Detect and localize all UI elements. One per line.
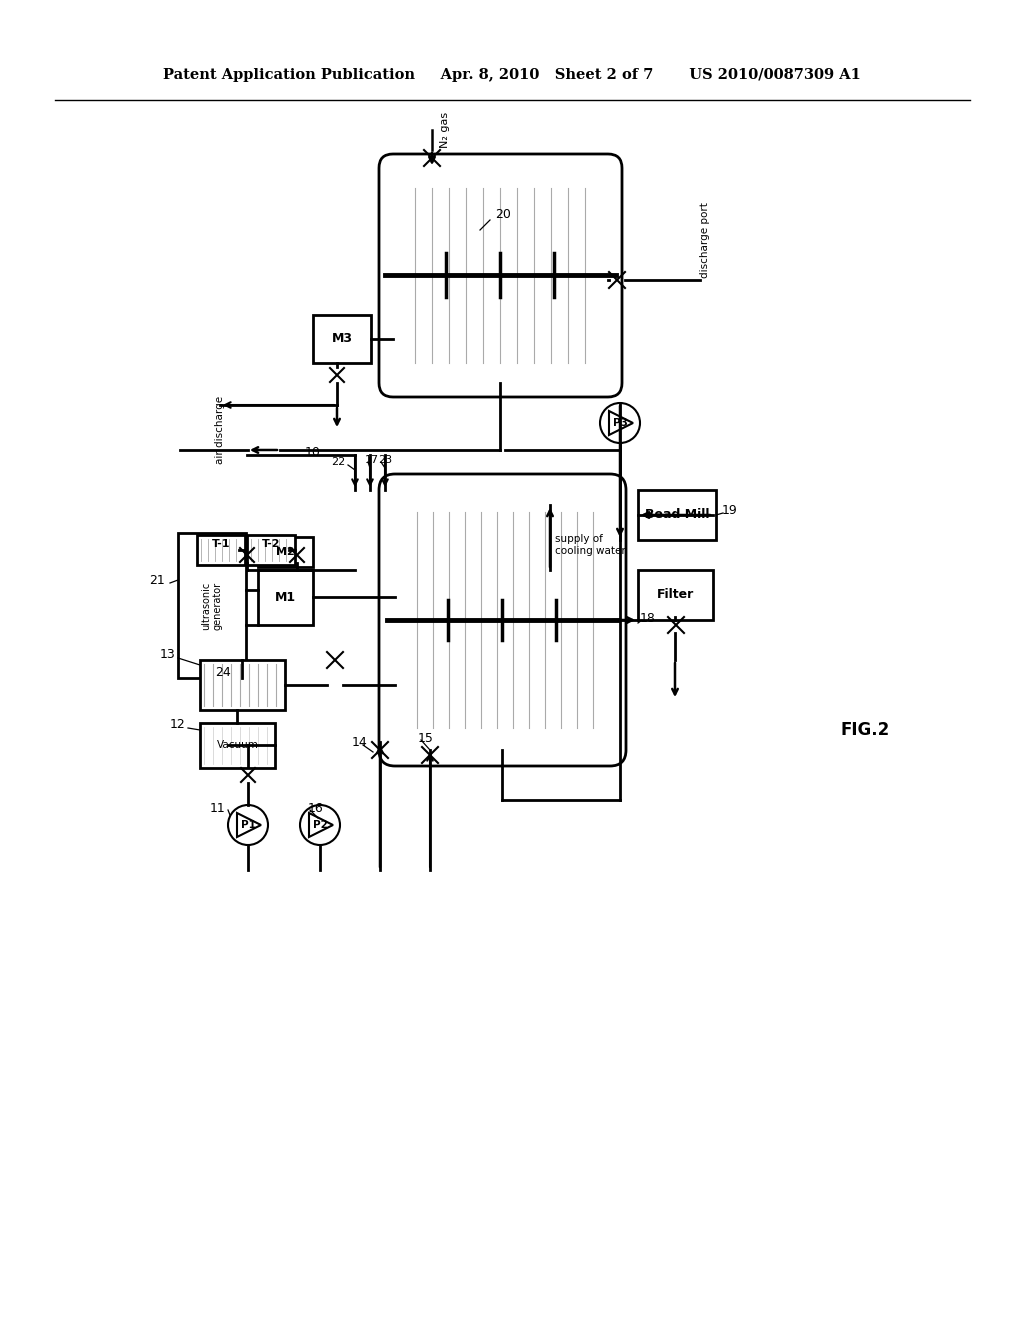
- FancyBboxPatch shape: [247, 535, 295, 565]
- Text: supply of
cooling water: supply of cooling water: [555, 535, 626, 556]
- Text: 17: 17: [365, 455, 379, 465]
- Text: 21: 21: [150, 573, 165, 586]
- Text: 10: 10: [305, 446, 321, 459]
- FancyBboxPatch shape: [258, 570, 313, 624]
- Text: discharge port: discharge port: [700, 202, 710, 279]
- Text: 12: 12: [169, 718, 185, 731]
- Text: Patent Application Publication     Apr. 8, 2010   Sheet 2 of 7       US 2010/008: Patent Application Publication Apr. 8, 2…: [163, 69, 861, 82]
- Text: FIG.2: FIG.2: [840, 721, 889, 739]
- Text: 11: 11: [209, 801, 225, 814]
- Text: M1: M1: [274, 591, 296, 605]
- Text: M2: M2: [276, 546, 295, 557]
- FancyBboxPatch shape: [200, 660, 285, 710]
- FancyBboxPatch shape: [638, 490, 716, 540]
- Text: 22: 22: [331, 457, 345, 467]
- Text: P2: P2: [312, 820, 328, 830]
- Text: 19: 19: [722, 503, 737, 516]
- Text: N₂ gas: N₂ gas: [440, 112, 450, 148]
- FancyBboxPatch shape: [200, 723, 275, 768]
- Text: 23: 23: [378, 455, 392, 465]
- Text: ultrasonic
generator: ultrasonic generator: [201, 581, 223, 630]
- FancyBboxPatch shape: [178, 533, 246, 678]
- Text: T-2: T-2: [262, 539, 281, 549]
- Text: 13: 13: [160, 648, 175, 661]
- Text: 24: 24: [215, 665, 230, 678]
- FancyBboxPatch shape: [379, 154, 622, 397]
- FancyBboxPatch shape: [379, 474, 626, 766]
- Text: 16: 16: [308, 801, 324, 814]
- Text: P1: P1: [241, 820, 255, 830]
- Text: air discharge: air discharge: [215, 396, 225, 465]
- Text: 18: 18: [640, 611, 656, 624]
- FancyBboxPatch shape: [197, 535, 245, 565]
- Text: Vacuum: Vacuum: [216, 741, 258, 751]
- Text: P3: P3: [612, 418, 628, 428]
- FancyBboxPatch shape: [313, 315, 371, 363]
- Text: Filter: Filter: [656, 589, 694, 602]
- Text: T-1: T-1: [212, 539, 230, 549]
- Text: 14: 14: [352, 737, 368, 750]
- Text: M3: M3: [332, 333, 352, 346]
- Text: 15: 15: [418, 731, 434, 744]
- Text: Bead Mill: Bead Mill: [645, 508, 710, 521]
- FancyBboxPatch shape: [638, 570, 713, 620]
- FancyBboxPatch shape: [258, 537, 313, 568]
- Text: 20: 20: [495, 209, 511, 222]
